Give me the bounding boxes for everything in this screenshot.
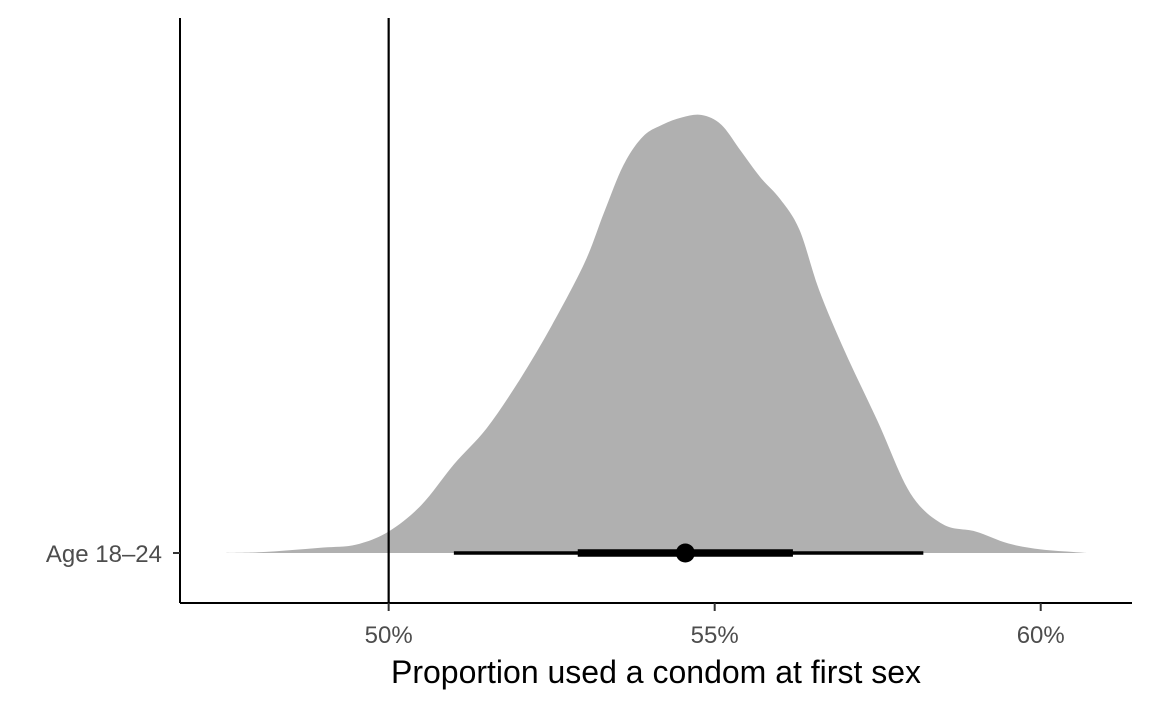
plot-area	[225, 18, 1087, 603]
point-estimate	[675, 543, 695, 563]
x-tick-label: 60%	[1017, 622, 1065, 649]
y-tick-label: Age 18–24	[46, 541, 162, 568]
x-tick-label: 55%	[691, 622, 739, 649]
density-area	[225, 114, 1087, 553]
y-axis: Age 18–24	[46, 18, 181, 603]
x-axis: 50% 55% 60%	[180, 602, 1132, 649]
x-axis-title: Proportion used a condom at first sex	[391, 654, 921, 690]
x-tick-label: 50%	[365, 622, 413, 649]
